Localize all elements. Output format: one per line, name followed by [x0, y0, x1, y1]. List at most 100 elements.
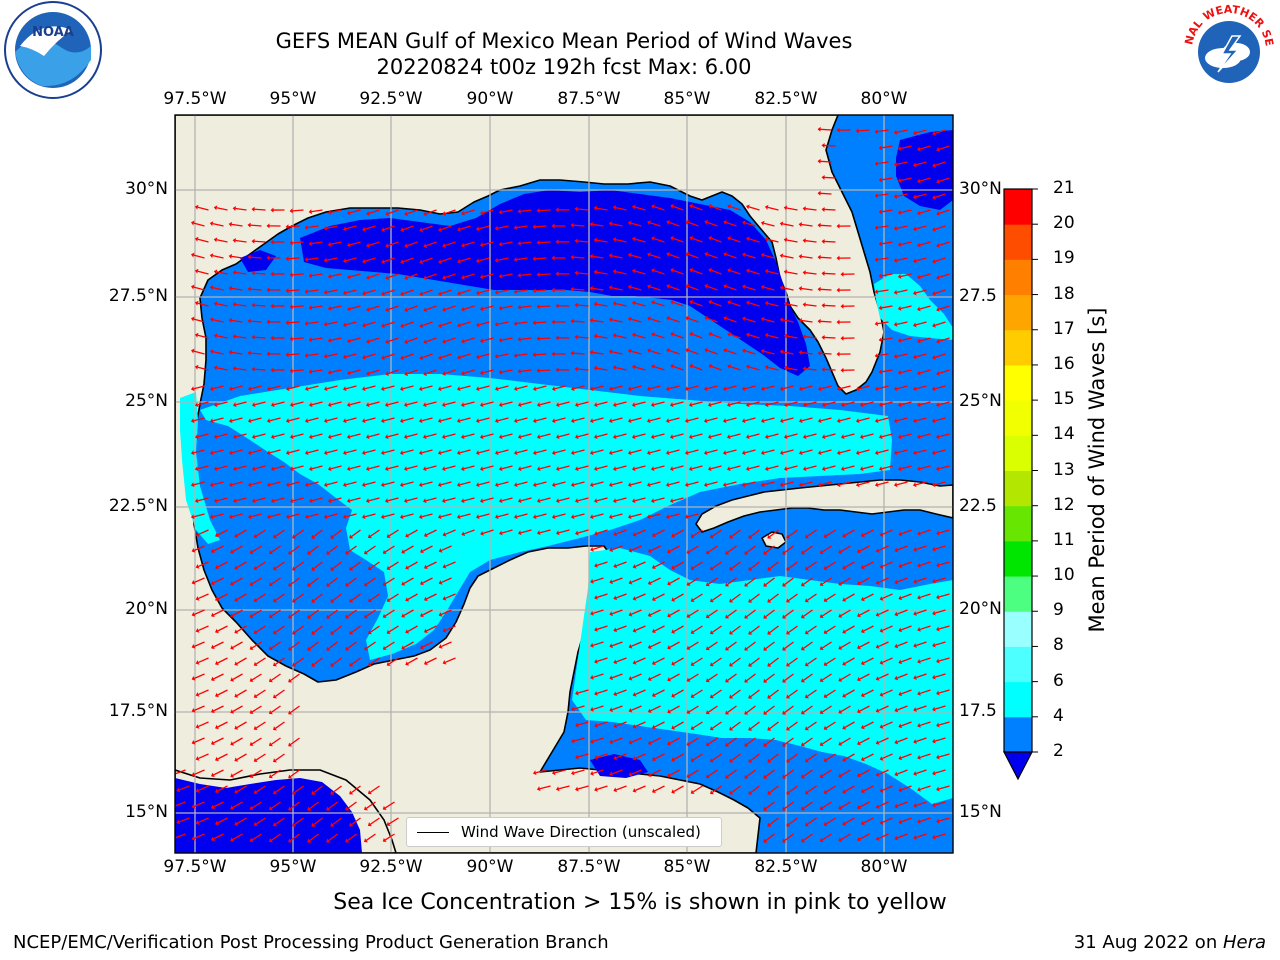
wind-wave-arrow — [631, 737, 642, 743]
wind-wave-arrowhead — [936, 179, 940, 184]
wind-wave-arrowhead — [612, 205, 617, 211]
wind-wave-arrowhead — [874, 418, 879, 424]
wind-wave-arrowhead — [247, 386, 252, 392]
wind-wave-arrowhead — [684, 482, 689, 488]
footer-date-text: 31 Aug 2022 on — [1073, 932, 1223, 953]
wind-wave-arrow — [938, 337, 950, 343]
wind-wave-arrowhead — [494, 514, 499, 520]
wind-wave-arrow — [330, 241, 342, 245]
wind-wave-arrowhead — [230, 741, 235, 746]
wind-wave-arrow — [459, 417, 471, 422]
wind-wave-arrow — [255, 529, 266, 537]
wind-wave-arrowhead — [327, 466, 332, 472]
wind-wave-arrow — [558, 433, 570, 438]
wind-wave-arrow — [271, 545, 281, 553]
wind-wave-arrowhead — [823, 757, 828, 763]
wind-wave-arrow — [383, 321, 395, 327]
wind-wave-arrow — [254, 208, 266, 211]
wind-wave-arrow — [859, 641, 870, 648]
wind-wave-arrowhead — [632, 236, 636, 242]
wind-wave-arrowhead — [266, 223, 270, 229]
wind-wave-arrow — [844, 561, 855, 569]
wind-wave-arrow — [635, 593, 646, 599]
wind-wave-arrowhead — [285, 450, 290, 456]
wind-wave-arrowhead — [513, 418, 518, 424]
wind-wave-arrow — [634, 366, 646, 371]
wind-wave-arrow — [330, 401, 342, 406]
wind-wave-arrow — [938, 273, 950, 279]
wind-wave-arrowhead — [213, 269, 218, 275]
wind-wave-arrowhead — [270, 271, 274, 277]
wind-wave-arrowhead — [571, 706, 575, 712]
wind-wave-arrow — [294, 625, 304, 634]
wind-wave-arrowhead — [442, 243, 446, 248]
wind-wave-arrowhead — [817, 222, 821, 228]
wind-wave-arrow — [425, 241, 437, 247]
wind-wave-arrowhead — [932, 770, 936, 776]
wind-wave-arrow — [425, 305, 437, 311]
wind-wave-arrow — [236, 561, 247, 569]
footer-host: Hera — [1222, 932, 1266, 953]
wind-wave-arrowhead — [574, 270, 578, 276]
wind-wave-arrow — [803, 833, 813, 841]
wind-wave-arrow — [611, 351, 623, 355]
wind-wave-arrowhead — [913, 707, 917, 712]
wind-wave-arrowhead — [362, 354, 366, 360]
wind-wave-arrow — [271, 833, 281, 841]
wind-wave-arrowhead — [819, 709, 824, 715]
wind-wave-arrow — [650, 609, 661, 616]
wind-wave-arrowhead — [532, 482, 537, 488]
wind-wave-arrowhead — [251, 238, 255, 244]
wind-wave-arrowhead — [821, 302, 825, 308]
wind-wave-arrow — [938, 177, 950, 183]
wind-wave-arrowhead — [215, 692, 219, 698]
wind-wave-arrow — [825, 561, 836, 569]
wind-wave-arrow — [938, 657, 950, 662]
wind-wave-arrowhead — [669, 466, 674, 472]
wind-wave-arrowhead — [805, 726, 809, 731]
wind-wave-arrowhead — [194, 434, 199, 440]
wind-wave-arrowhead — [385, 371, 389, 376]
wind-wave-arrowhead — [779, 253, 784, 259]
wind-wave-arrowhead — [251, 334, 255, 340]
wind-wave-arrow — [213, 609, 224, 616]
wind-wave-arrowhead — [763, 678, 768, 683]
wind-wave-arrow — [592, 287, 604, 291]
wind-wave-arrow — [691, 237, 703, 243]
wind-wave-arrow — [843, 401, 855, 406]
wind-wave-arrow — [919, 273, 931, 278]
wind-wave-arrow — [444, 273, 456, 279]
wind-wave-arrowhead — [742, 220, 746, 226]
wind-wave-arrow — [763, 481, 775, 486]
wind-wave-arrowhead — [608, 482, 613, 488]
wind-wave-arrowhead — [897, 210, 902, 215]
wind-wave-arrowhead — [209, 317, 214, 323]
wind-wave-arrowhead — [232, 270, 236, 275]
wind-wave-arrow — [712, 561, 722, 569]
wind-wave-arrowhead — [423, 307, 428, 313]
wind-wave-arrowhead — [457, 290, 461, 296]
wind-wave-arrowhead — [234, 629, 239, 634]
wind-wave-arrowhead — [782, 646, 787, 651]
wind-wave-arrowhead — [819, 741, 824, 747]
wind-wave-arrowhead — [802, 238, 806, 244]
wind-wave-arrowhead — [308, 369, 312, 375]
wind-wave-arrow — [235, 335, 247, 339]
wind-wave-arrow — [309, 833, 319, 842]
wind-wave-arrow — [351, 561, 361, 570]
wind-wave-arrowhead — [346, 306, 351, 312]
wind-wave-arrowhead — [667, 581, 672, 586]
wind-wave-arrow — [217, 785, 228, 792]
wind-wave-arrow — [482, 465, 494, 470]
wind-wave-arrowhead — [627, 418, 632, 424]
wind-wave-arrow — [235, 367, 247, 371]
wind-wave-arrowhead — [479, 466, 484, 472]
wind-wave-arrow — [634, 302, 646, 307]
wind-wave-arrow — [691, 433, 703, 438]
wind-wave-arrow — [497, 321, 509, 325]
wind-wave-arrowhead — [745, 402, 750, 408]
wind-wave-arrowhead — [366, 370, 370, 376]
wind-wave-arrow — [668, 285, 680, 291]
wind-wave-arrow — [786, 433, 798, 438]
wind-wave-arrow — [213, 833, 224, 840]
